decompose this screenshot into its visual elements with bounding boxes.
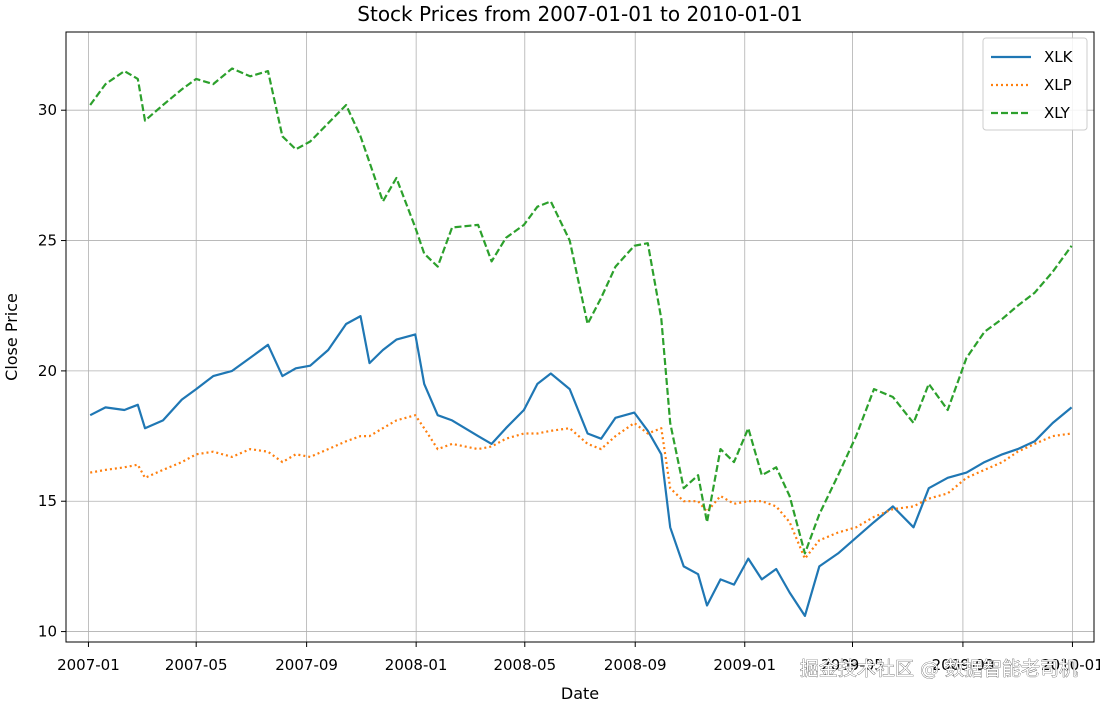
series-line-xly [89,67,1073,555]
x-tick-label-2010-01: 2010-01 [1041,656,1100,674]
series-layer [89,67,1073,618]
y-axis-label: Close Price [2,293,21,381]
legend-box [982,37,1088,131]
x-tick-label-2008-01: 2008-01 [385,656,448,674]
plot-frame [65,31,1095,643]
y-axis: 10 15 20 25 30 [38,101,66,641]
legend-label-xlk: XLK [1044,48,1074,66]
x-tick-label-2007-01: 2007-01 [57,656,120,674]
y-tick-label-25: 25 [38,232,57,250]
y-tick-label-20: 20 [38,362,57,380]
y-tick-label-30: 30 [38,101,57,119]
x-axis: 2007-01 2007-05 2007-09 2008-01 2008-05 2008-… [57,642,1100,674]
legend-label-xly: XLY [1044,104,1071,122]
legend-label-xlp: XLP [1044,76,1072,94]
x-axis-label: Date [561,684,599,703]
watermark: 掘金技术社区 @ 数据智能老司机 [800,658,1078,680]
y-tick-label-10: 10 [38,623,57,641]
x-tick-label-2007-09: 2007-09 [275,656,338,674]
x-tick-label-2009-01: 2009-01 [713,656,776,674]
grid-lines [66,32,1094,642]
series-line-xlk [89,315,1073,618]
x-tick-label-2008-09: 2008-09 [604,656,667,674]
chart-title: Stock Prices from 2007-01-01 to 2010-01-… [357,2,802,26]
series-line-xlp [90,414,1072,560]
legend: XLK XLP XLY [982,37,1088,131]
y-tick-label-15: 15 [38,492,57,510]
x-tick-label-2009-05: 2009-05 [821,656,884,674]
x-tick-label-2008-05: 2008-05 [493,656,556,674]
x-tick-label-2009-09: 2009-09 [932,656,995,674]
x-tick-label-2007-05: 2007-05 [165,656,228,674]
